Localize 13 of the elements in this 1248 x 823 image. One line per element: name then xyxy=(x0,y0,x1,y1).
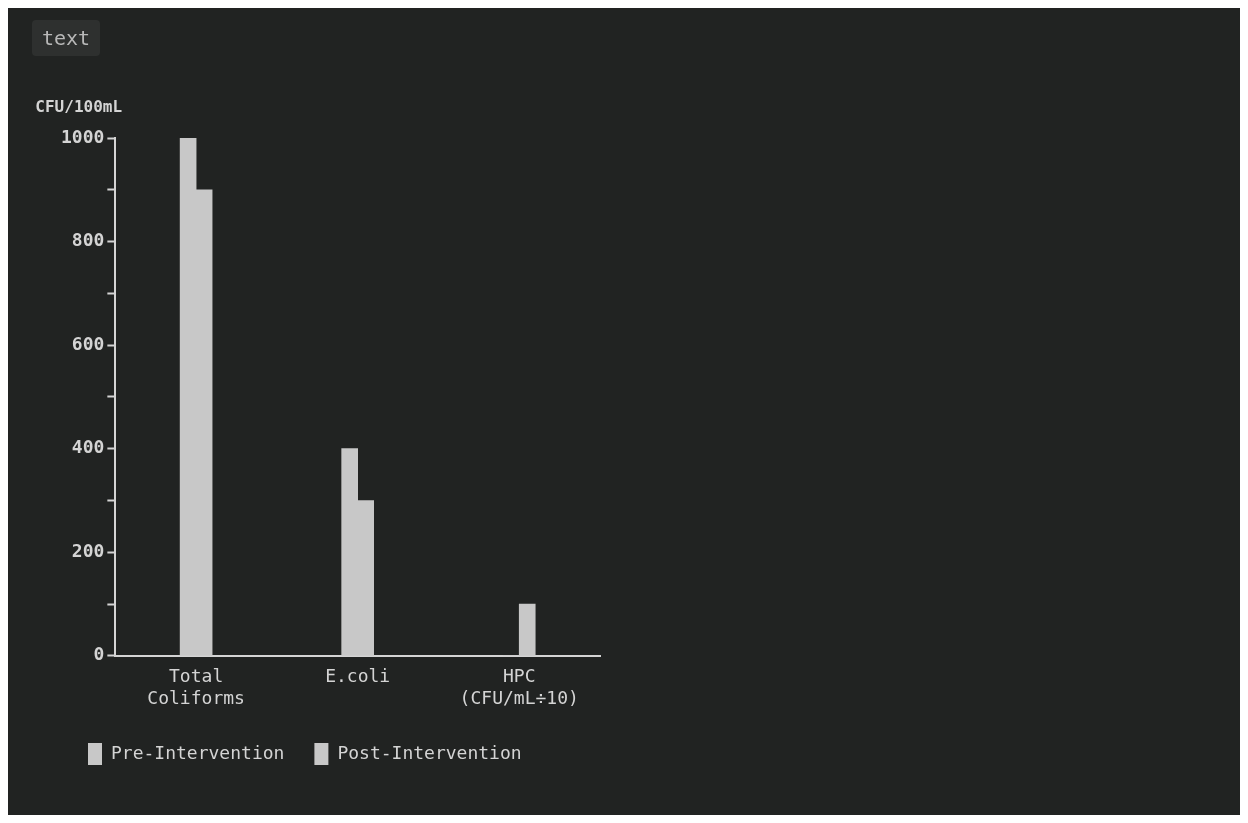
x-tick-label: HPC (CFU/mL÷10) xyxy=(459,665,579,708)
y-tick-label: 800 xyxy=(71,229,105,251)
y-tick-label: 0 xyxy=(93,643,105,665)
text: text xyxy=(32,20,101,56)
legend-label: Post-Intervention xyxy=(337,741,522,763)
y-tick-label: 400 xyxy=(71,436,105,458)
x-tick-label: Total Coliforms xyxy=(147,665,245,708)
y-tick-label: 1000 xyxy=(60,125,105,147)
x-tick-label: E.coli xyxy=(325,665,391,687)
y-tick-label: 600 xyxy=(71,332,105,354)
legend-label: Pre-Intervention xyxy=(111,741,285,763)
y-axis-title: CFU/100mL xyxy=(35,97,123,117)
y-tick-label: 200 xyxy=(71,539,105,561)
